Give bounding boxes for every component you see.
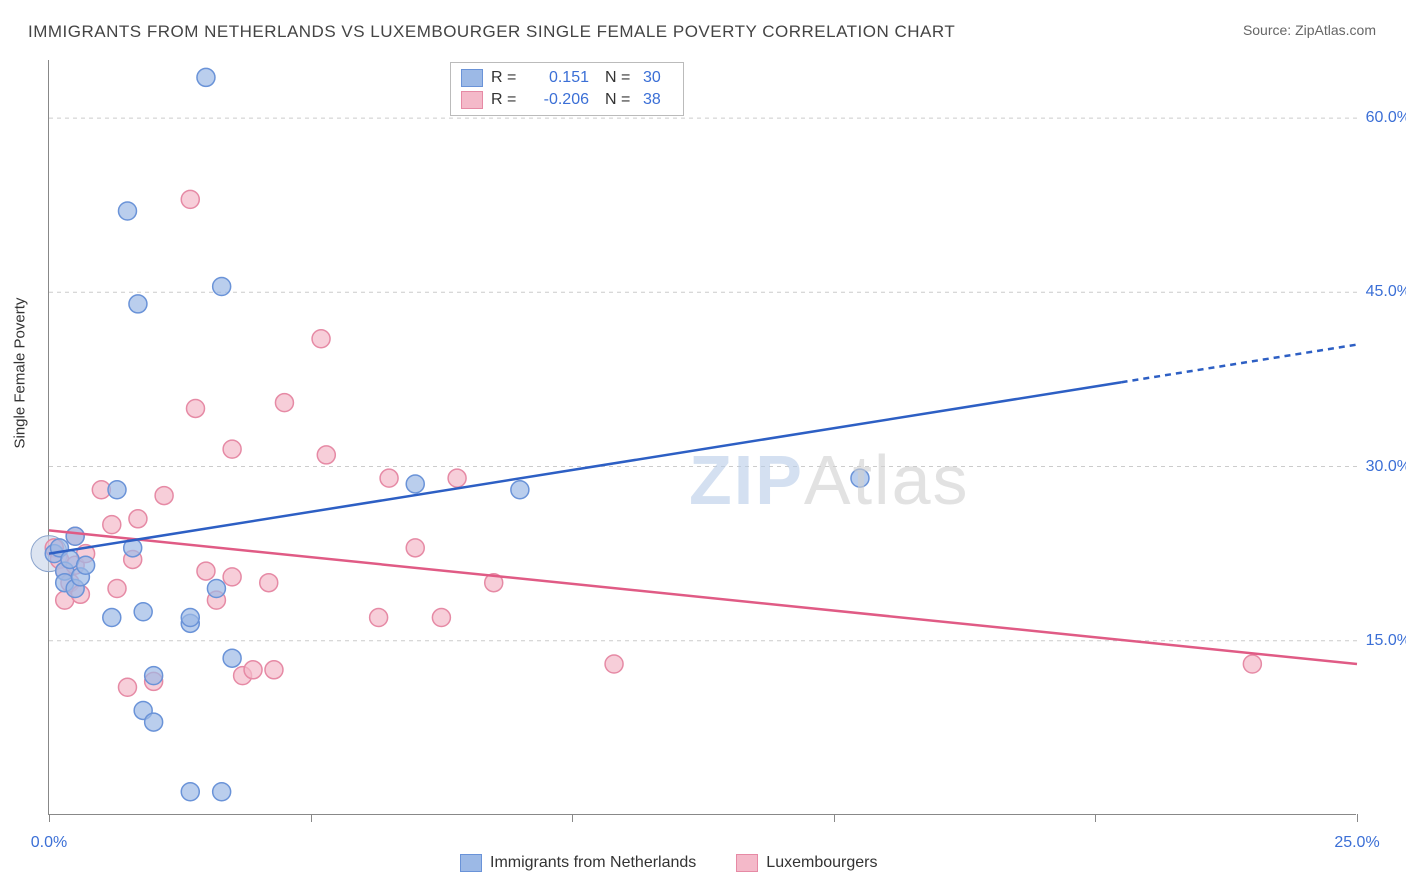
legend-n-value-a: 30 [643, 69, 673, 87]
legend-item-b: Luxembourgers [736, 854, 877, 872]
x-tick-label: 25.0% [1334, 834, 1379, 852]
legend-n-label-a: N = [605, 69, 635, 87]
legend-swatch-a [461, 69, 483, 87]
legend-n-label-b: N = [605, 91, 635, 109]
source-label: Source: ZipAtlas.com [1243, 22, 1376, 38]
legend-label-a: Immigrants from Netherlands [490, 854, 696, 872]
x-tick [834, 814, 835, 822]
y-axis-title: Single Female Poverty [12, 298, 29, 449]
legend-r-label-a: R = [491, 69, 521, 87]
legend-swatch-b2 [736, 854, 758, 872]
correlation-legend: R = 0.151 N = 30 R = -0.206 N = 38 [450, 62, 684, 116]
legend-swatch-b [461, 91, 483, 109]
chart-svg [49, 60, 1356, 814]
series-legend: Immigrants from Netherlands Luxembourger… [460, 854, 877, 872]
y-tick-label: 60.0% [1366, 109, 1406, 127]
x-tick-label: 0.0% [31, 834, 67, 852]
legend-n-value-b: 38 [643, 91, 673, 109]
y-tick-label: 30.0% [1366, 458, 1406, 476]
x-tick [311, 814, 312, 822]
legend-r-value-a: 0.151 [529, 69, 589, 87]
x-tick [572, 814, 573, 822]
legend-r-value-b: -0.206 [529, 91, 589, 109]
x-tick [49, 814, 50, 822]
legend-row-b: R = -0.206 N = 38 [461, 89, 673, 111]
y-tick-label: 45.0% [1366, 283, 1406, 301]
legend-row-a: R = 0.151 N = 30 [461, 67, 673, 89]
legend-label-b: Luxembourgers [766, 854, 877, 872]
x-tick [1095, 814, 1096, 822]
plot-area: ZIPAtlas 15.0%30.0%45.0%60.0%0.0%25.0% [48, 60, 1356, 815]
legend-r-label-b: R = [491, 91, 521, 109]
x-tick [1357, 814, 1358, 822]
legend-swatch-a2 [460, 854, 482, 872]
legend-item-a: Immigrants from Netherlands [460, 854, 696, 872]
chart-title: IMMIGRANTS FROM NETHERLANDS VS LUXEMBOUR… [28, 22, 955, 42]
y-tick-label: 15.0% [1366, 632, 1406, 650]
